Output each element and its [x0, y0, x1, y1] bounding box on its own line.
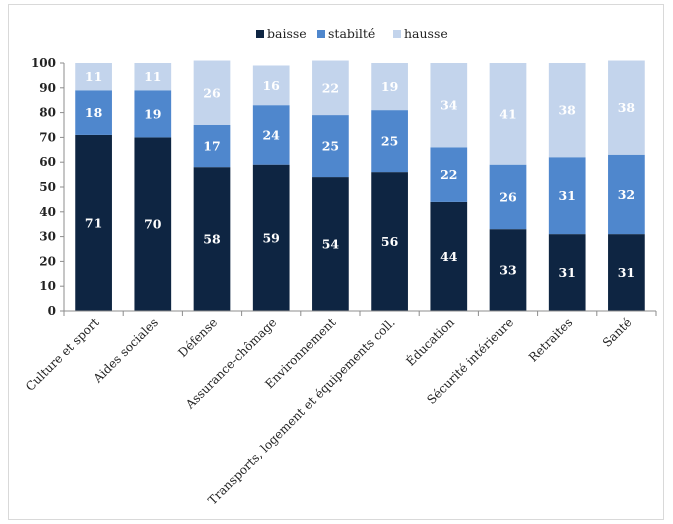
- x-category-label: Culture et sport: [23, 315, 102, 394]
- bar-baisse: [608, 234, 645, 311]
- bar-baisse: [252, 164, 290, 311]
- y-tick-label: 20: [39, 254, 56, 268]
- bar-baisse: [371, 172, 408, 311]
- data-label-stabilté: 18: [85, 105, 103, 120]
- bar-stabilté: [312, 115, 349, 178]
- data-label-baisse: 70: [144, 217, 162, 232]
- bar-stabilté: [134, 90, 172, 138]
- data-label-hausse: 11: [85, 69, 102, 84]
- bar-baisse: [75, 134, 112, 311]
- chart-frame: baisse stabilté hausse 0 10 20 30 40 50 60 70 80 90…: [8, 4, 664, 520]
- bar-stabilté: [75, 90, 112, 135]
- y-tick-label: 100: [31, 56, 56, 70]
- data-label-stabilté: 19: [144, 106, 161, 121]
- stacked-bar-chart: baisse stabilté hausse 0 10 20 30 40 50 60 70 80 90…: [23, 26, 657, 508]
- legend-swatch-hausse: [393, 30, 401, 38]
- x-category-label: Santé: [600, 315, 635, 350]
- bar-stabilté: [548, 157, 586, 235]
- bar-hausse: [608, 60, 645, 155]
- data-label-stabilté: 26: [499, 189, 517, 204]
- bar-baisse: [312, 177, 349, 311]
- legend-label-hausse: hausse: [404, 26, 448, 41]
- data-label-baisse: 44: [440, 249, 458, 264]
- x-category-label: Éducation: [403, 314, 457, 368]
- data-label-baisse: 54: [322, 237, 340, 252]
- data-label-hausse: 26: [203, 85, 221, 100]
- data-label-baisse: 31: [618, 265, 635, 280]
- bar-stabilté: [608, 154, 645, 235]
- bar-stabilté: [489, 164, 527, 230]
- bar-hausse: [371, 63, 408, 111]
- data-label-hausse: 41: [499, 106, 516, 121]
- bars: 71 18 11 70 19 11 58 17 26 59 24 16 54 25 22 56 25 19 44 22…: [75, 60, 645, 311]
- data-label-hausse: 38: [558, 103, 576, 118]
- bar-baisse: [548, 234, 586, 311]
- bar-stabilté: [371, 110, 408, 173]
- data-label-hausse: 22: [322, 80, 339, 95]
- y-tick-label: 10: [39, 279, 56, 293]
- y-tick-label: 50: [39, 180, 56, 194]
- data-label-hausse: 34: [440, 98, 458, 113]
- y-tick-label: 40: [39, 205, 56, 219]
- bar-hausse: [252, 65, 290, 106]
- data-label-hausse: 19: [381, 79, 398, 94]
- bar-hausse: [312, 60, 349, 116]
- bar-hausse: [193, 60, 231, 125]
- bar-baisse: [489, 229, 527, 311]
- bar-hausse: [489, 63, 527, 165]
- data-label-hausse: 38: [618, 100, 636, 115]
- bar-hausse: [75, 63, 112, 91]
- data-label-stabilté: 25: [322, 139, 339, 154]
- bar-stabilté: [252, 105, 290, 165]
- data-label-stabilté: 24: [262, 127, 280, 142]
- bar-hausse: [548, 63, 586, 158]
- bar-baisse: [430, 201, 468, 311]
- y-tick-label: 70: [39, 130, 56, 144]
- bar-hausse: [430, 63, 468, 148]
- data-label-stabilté: 25: [381, 134, 398, 149]
- bar-stabilté: [430, 147, 468, 202]
- legend-label-stabilté: stabilté: [328, 26, 375, 41]
- data-label-baisse: 33: [499, 263, 516, 278]
- data-label-stabilté: 22: [440, 167, 457, 182]
- data-label-stabilté: 32: [618, 187, 635, 202]
- legend-swatch-stabilté: [317, 30, 325, 38]
- y-tick-label: 0: [48, 304, 56, 318]
- x-category-label: Défense: [175, 315, 220, 360]
- data-label-stabilté: 31: [558, 188, 575, 203]
- y-tick-label: 60: [39, 155, 56, 169]
- data-label-hausse: 11: [144, 69, 161, 84]
- data-label-hausse: 16: [262, 78, 280, 93]
- y-tick-label: 80: [39, 106, 56, 120]
- legend-label-baisse: baisse: [267, 26, 307, 41]
- bar-hausse: [134, 63, 172, 91]
- data-label-baisse: 56: [381, 234, 399, 249]
- y-tick-label: 30: [39, 230, 56, 244]
- data-label-baisse: 59: [262, 230, 279, 245]
- x-category-label: Retraites: [526, 315, 575, 364]
- data-label-baisse: 71: [85, 215, 102, 230]
- data-label-baisse: 58: [203, 232, 221, 247]
- y-axis: 0 10 20 30 40 50 60 70 80 90 100: [31, 56, 65, 318]
- legend: baisse stabilté hausse: [256, 26, 448, 41]
- bar-baisse: [193, 167, 231, 311]
- bar-baisse: [134, 137, 172, 311]
- data-label-baisse: 31: [558, 265, 575, 280]
- data-label-stabilté: 17: [203, 139, 220, 154]
- bar-stabilté: [193, 125, 231, 168]
- y-tick-label: 90: [39, 81, 56, 95]
- legend-swatch-baisse: [256, 30, 264, 38]
